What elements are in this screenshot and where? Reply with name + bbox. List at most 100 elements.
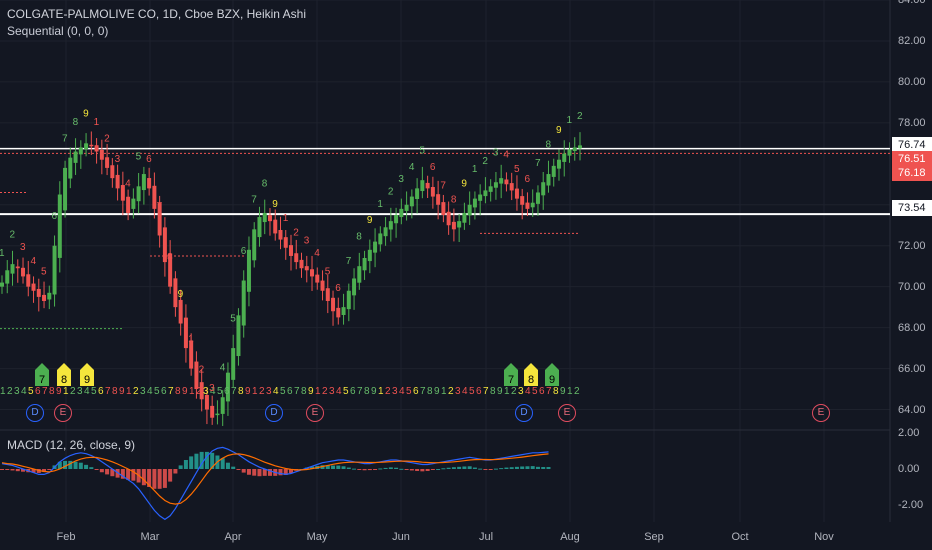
setup-marker bbox=[545, 363, 559, 386]
count-digit: 2 bbox=[511, 386, 517, 397]
macd-bar bbox=[409, 469, 414, 471]
macd-bar bbox=[31, 469, 36, 473]
count-digit: 4 bbox=[409, 162, 415, 173]
candle bbox=[509, 183, 514, 191]
macd-bar bbox=[362, 469, 367, 471]
count-digit: 6 bbox=[476, 386, 482, 397]
count-digit: 9 bbox=[308, 386, 314, 397]
macd-bar bbox=[483, 469, 488, 470]
candles bbox=[0, 131, 582, 426]
count-digit: 6 bbox=[335, 283, 341, 294]
count-digit: 1 bbox=[504, 386, 510, 397]
candle bbox=[105, 157, 110, 168]
setup-marker-label: 8 bbox=[528, 374, 534, 386]
count-digit: 1 bbox=[94, 117, 100, 128]
dividend-marker[interactable]: D bbox=[265, 404, 283, 422]
count-digit: 5 bbox=[217, 386, 223, 397]
candle bbox=[5, 270, 10, 284]
macd-bar bbox=[84, 464, 89, 469]
candle bbox=[278, 229, 283, 240]
count-digit: 6 bbox=[430, 162, 436, 173]
count-digit: 4 bbox=[31, 256, 37, 267]
count-digit: 3 bbox=[392, 386, 398, 397]
count-digit: 3 bbox=[209, 383, 215, 394]
candle bbox=[283, 237, 288, 248]
sequential-indicator-label[interactable]: Sequential (0, 0, 0) bbox=[7, 24, 109, 38]
candle bbox=[178, 299, 183, 324]
count-digit: 4 bbox=[336, 386, 342, 397]
macd-bar bbox=[210, 452, 215, 469]
count-digit: 3 bbox=[140, 386, 146, 397]
count-digit: 2 bbox=[7, 386, 13, 397]
candle bbox=[425, 182, 430, 189]
dividend-marker[interactable]: D bbox=[515, 404, 533, 422]
candle bbox=[225, 372, 230, 402]
candle bbox=[535, 192, 540, 204]
setup-marker bbox=[57, 363, 71, 386]
candle bbox=[52, 245, 57, 295]
count-digit: 2 bbox=[199, 365, 205, 376]
count-digit: 6 bbox=[161, 386, 167, 397]
candle bbox=[131, 198, 136, 209]
count-digit: 5 bbox=[469, 386, 475, 397]
candle bbox=[289, 245, 293, 256]
macd-bar bbox=[310, 466, 315, 469]
candle bbox=[462, 212, 467, 223]
candle bbox=[141, 174, 146, 191]
time-axis-label: May bbox=[306, 531, 328, 543]
count-digit: 2 bbox=[482, 156, 488, 167]
count-digit: 8 bbox=[451, 195, 457, 206]
count-digit: 8 bbox=[112, 386, 118, 397]
count-digit: 6 bbox=[52, 211, 58, 222]
macd-bar bbox=[488, 469, 493, 470]
earnings-marker[interactable]: E bbox=[54, 404, 72, 422]
macd-bar bbox=[509, 467, 514, 469]
count-digit: 2 bbox=[577, 111, 583, 122]
macd-indicator-label[interactable]: MACD (12, 26, close, 9) bbox=[7, 438, 136, 452]
candle bbox=[99, 149, 104, 160]
time-axis-label: Jun bbox=[392, 531, 410, 543]
candle bbox=[262, 212, 267, 223]
macd-bar bbox=[530, 466, 535, 469]
macd-bar bbox=[89, 467, 94, 469]
candle bbox=[294, 253, 299, 263]
setup-marker-label: 7 bbox=[39, 374, 45, 386]
count-digit: 1 bbox=[252, 386, 258, 397]
count-digit: 3 bbox=[455, 386, 461, 397]
count-digit: 7 bbox=[42, 386, 48, 397]
earnings-marker[interactable]: E bbox=[812, 404, 830, 422]
macd-bar bbox=[141, 469, 146, 486]
level-lines bbox=[0, 147, 890, 330]
candle bbox=[199, 382, 204, 400]
macd-bar bbox=[173, 469, 178, 474]
time-axis-label: Jul bbox=[478, 531, 494, 543]
time-axis-label: Feb bbox=[56, 531, 76, 543]
count-digit: 4 bbox=[273, 386, 279, 397]
candle bbox=[341, 307, 346, 316]
count-digit: 6 bbox=[539, 386, 545, 397]
candle bbox=[273, 219, 278, 234]
macd-bar bbox=[346, 467, 351, 469]
count-digit: 3 bbox=[304, 236, 310, 247]
earnings-marker[interactable]: E bbox=[306, 404, 324, 422]
macd-bar bbox=[0, 469, 4, 470]
count-digit: 9 bbox=[367, 215, 373, 226]
time-axis-label: Apr bbox=[224, 531, 242, 543]
count-digit: 1 bbox=[0, 248, 5, 259]
count-digit: 2 bbox=[10, 230, 16, 241]
candle bbox=[241, 280, 246, 326]
count-digit: 3 bbox=[398, 174, 404, 185]
count-digit: 6 bbox=[146, 154, 152, 165]
count-digit: 1 bbox=[283, 213, 289, 224]
earnings-marker[interactable]: E bbox=[558, 404, 576, 422]
candle bbox=[493, 182, 498, 188]
dividend-marker[interactable]: D bbox=[26, 404, 44, 422]
count-digit: 4 bbox=[220, 363, 226, 374]
candle bbox=[299, 259, 304, 269]
macd-bar bbox=[225, 462, 230, 469]
count-digit: 1 bbox=[378, 386, 384, 397]
time-axis-label: Aug bbox=[560, 531, 580, 543]
setup-marker-label: 8 bbox=[61, 374, 67, 386]
candle bbox=[257, 217, 262, 238]
